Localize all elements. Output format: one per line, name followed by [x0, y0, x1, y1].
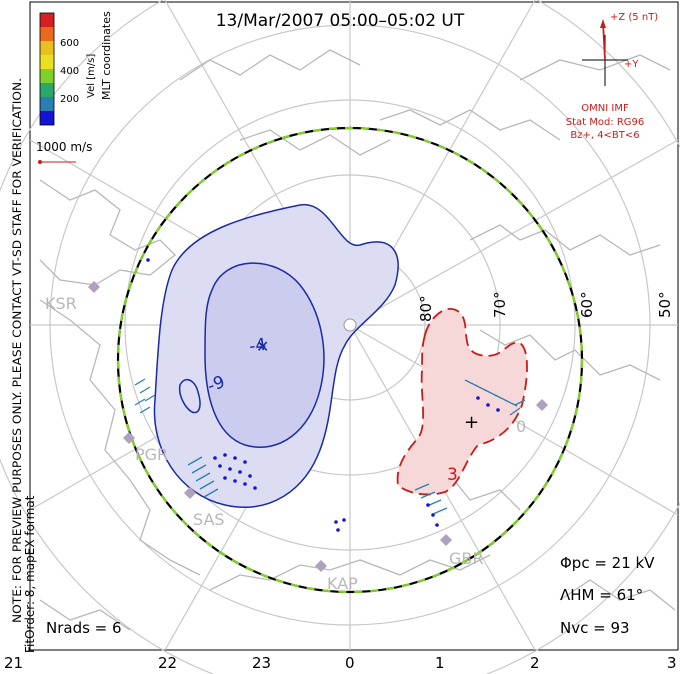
imf-z-label: +Z (5 nT): [610, 12, 658, 23]
velocity-dots: [146, 258, 500, 532]
imf-vector-head: [600, 19, 606, 28]
station-gbr: GBR: [449, 549, 484, 568]
imf-indicator: +Z (5 nT) +Y OMNI IMF Stat Mod: RG96 Bz+…: [566, 12, 659, 141]
stat-n-rads: Nrads = 6: [46, 619, 122, 637]
mlt-axis: 21 22 23 0 1 2 3: [4, 654, 677, 672]
coastlines: [39, 49, 676, 631]
map-statistics: Φpc = 21 kV ΛHM = 61° Nvc = 93 Nrads = 6: [46, 554, 655, 637]
imf-condition: Bz+, 4<BT<6: [570, 130, 639, 141]
plot-frame: [29, 1, 679, 651]
mlt-label-21: 21: [4, 654, 23, 672]
positive-cell: [396, 308, 528, 496]
colorbar-tick-200: 200: [60, 94, 79, 105]
velocity-scale-dot: [38, 160, 42, 164]
fit-order-note: FitOrder: 8, mapEX format: [23, 495, 37, 653]
colorbar-c1: [40, 13, 54, 27]
latitude-labels: 80° 70° 60° 50°: [417, 291, 674, 322]
station-sas: SAS: [193, 510, 225, 529]
velocity-scale-label: 1000 m/s: [36, 140, 92, 154]
station-pgr: PGR: [135, 445, 168, 464]
contour-label-positive: 3: [447, 465, 458, 485]
colorbar-c7: [40, 97, 54, 111]
lat-label-70: 70°: [491, 291, 509, 318]
mlt-label-3: 3: [667, 654, 677, 672]
mlt-label-23: 23: [252, 654, 271, 672]
station-ksr: KSR: [45, 294, 77, 313]
stat-phi-pc: Φpc = 21 kV: [560, 554, 655, 572]
mlt-label-22: 22: [158, 654, 177, 672]
stat-lambda-hm: ΛHM = 61°: [560, 586, 643, 604]
colorbar-frame: [39, 12, 55, 126]
lat-label-80: 80°: [417, 295, 435, 322]
colorbar-c4: [40, 55, 54, 69]
mlt-label-1: 1: [435, 654, 445, 672]
potential-max-marker: +: [464, 412, 479, 433]
colorbar-tick-600: 600: [60, 38, 79, 49]
colorbar-tick-400: 400: [60, 66, 79, 77]
potential-min-marker: ✕: [256, 337, 269, 356]
lat-label-60: 60°: [578, 291, 596, 318]
preview-note: NOTE: FOR PREVIEW PURPOSES ONLY. PLEASE …: [10, 78, 24, 623]
contour-label-negative-outer: -9: [205, 372, 228, 397]
imf-stat-mod: Stat Mod: RG96: [566, 117, 645, 128]
station-labels: KSR PGR SAS KAP GBR: [45, 294, 484, 593]
mlt-label-2: 2: [530, 654, 540, 672]
station-markers: [88, 281, 548, 572]
stat-n-vc: Nvc = 93: [560, 619, 630, 637]
hm-boundary-overlay: [116, 126, 584, 594]
pole-marker: [343, 318, 357, 332]
station-kap: KAP: [327, 574, 358, 593]
lat-label-50: 50°: [656, 291, 674, 318]
contour-label-positive-right: 0: [516, 417, 526, 436]
imf-y-label: +Y: [624, 59, 639, 70]
colorbar-c6: [40, 83, 54, 97]
colorbar-c3: [40, 41, 54, 55]
colorbar-c2: [40, 27, 54, 41]
colorbar-c5: [40, 69, 54, 83]
contour-label-negative-center: -4: [248, 335, 268, 357]
imf-vector: [602, 21, 606, 61]
negative-cell-inner: [204, 262, 325, 448]
map-title: 13/Mar/2007 05:00–05:02 UT: [216, 11, 465, 31]
velocity-colorbar: 600 400 200 Vel [m/s] MLT coordinates: [39, 11, 113, 126]
colorbar-unit: Vel [m/s]: [86, 54, 97, 98]
mlt-label-0: 0: [345, 654, 355, 672]
colorbar-c8: [40, 111, 54, 125]
imf-source: OMNI IMF: [581, 103, 629, 114]
negative-cell-small: [178, 378, 201, 414]
colorbar-title: MLT coordinates: [100, 11, 113, 100]
